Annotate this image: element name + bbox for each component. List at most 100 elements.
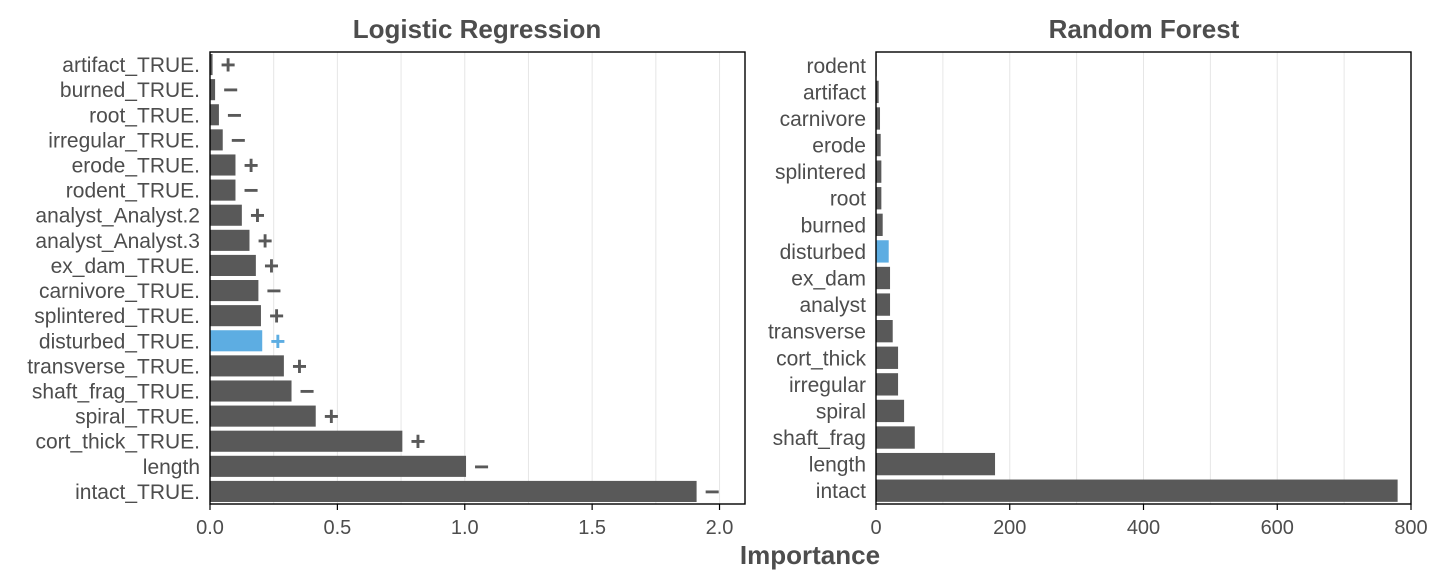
rf-x-tick-label: 800 (1394, 517, 1427, 539)
lr-bar (210, 280, 259, 302)
rf-x-tick-label: 600 (1261, 517, 1294, 539)
lr-category-label: splintered_TRUE. (34, 305, 200, 328)
lr-category-label: length (143, 456, 200, 479)
rf-x-tick-label: 200 (993, 517, 1026, 539)
lr-sign-label: − (223, 75, 238, 105)
rf-bar (876, 399, 905, 423)
lr-x-tick-label: 0.5 (323, 517, 351, 539)
lr-category-label: burned_TRUE. (60, 79, 200, 102)
rf-bar (876, 160, 882, 183)
rf-bar (876, 240, 889, 263)
lr-bar (210, 405, 316, 427)
lr-bar (210, 79, 216, 101)
lr-sign-label: + (250, 200, 265, 230)
rf-bar (876, 187, 882, 210)
rf-category-label: irregular (789, 374, 866, 397)
lr-bar (210, 54, 213, 76)
lr-category-label: carnivore_TRUE. (39, 280, 200, 303)
lr-bar (210, 204, 242, 226)
rf-x-tick-label: 400 (1127, 517, 1160, 539)
rf-category-label: erode (812, 135, 866, 158)
lr-category-label: analyst_Analyst.3 (35, 230, 200, 253)
lr-bar (210, 104, 219, 126)
lr-sign-label: + (269, 301, 284, 331)
lr-bar (210, 330, 263, 352)
rf-category-label: length (809, 454, 866, 477)
lr-sign-label: − (227, 100, 242, 130)
lr-x-tick-label: 0.0 (196, 517, 224, 539)
rf-category-label: ex_dam (791, 268, 866, 291)
lr-category-label: irregular_TRUE. (48, 129, 200, 152)
lr-sign-label: − (474, 451, 489, 481)
lr-category-label: spiral_TRUE. (75, 406, 200, 429)
rf-bar (876, 80, 879, 104)
lr-bar (210, 355, 284, 377)
rf-category-label: analyst (799, 294, 866, 317)
lr-category-label: transverse_TRUE. (27, 355, 200, 378)
lr-bar (210, 430, 403, 452)
rf-category-label: disturbed (780, 241, 866, 264)
logistic-regression-panel: Logistic Regression artifact_TRUE. + burne… (27, 14, 746, 539)
lr-x-tick-label: 1.0 (451, 517, 479, 539)
lr-sign-label: + (410, 426, 425, 456)
lr-category-label: disturbed_TRUE. (39, 330, 200, 353)
lr-sign-label: + (243, 150, 258, 180)
rf-bar (876, 426, 915, 449)
rf-category-label: rodent (806, 55, 866, 78)
lr-x-tick-label: 2.0 (706, 517, 734, 539)
rf-category-label: artifact (803, 81, 866, 104)
lr-category-label: intact_TRUE. (75, 481, 200, 504)
rf-bar (876, 293, 891, 316)
lr-bar (210, 254, 256, 276)
rf-category-label: root (830, 188, 866, 211)
lr-bar (210, 305, 261, 327)
lr-category-label: erode_TRUE. (72, 155, 200, 178)
rf-category-label: splintered (775, 161, 866, 184)
rf-bar (876, 452, 996, 476)
rf-x-tick-label: 0 (870, 517, 881, 539)
lr-sign-label: + (264, 250, 279, 280)
lr-bar (210, 455, 467, 477)
lr-category-label: shaft_frag_TRUE. (32, 381, 200, 404)
lr-sign-label: − (231, 125, 246, 155)
rf-bar (876, 373, 899, 396)
lr-sign-label: − (705, 476, 720, 506)
lr-bar (210, 480, 697, 502)
lr-category-label: root_TRUE. (89, 104, 200, 127)
x-axis-label: Importance (740, 540, 880, 570)
lr-x-tick-label: 1.5 (578, 517, 606, 539)
lr-bar (210, 154, 236, 176)
lr-sign-label: + (270, 326, 285, 356)
rf-category-label: transverse (768, 321, 866, 344)
lr-sign-label: + (257, 225, 272, 255)
rf-panel-title: Random Forest (1049, 14, 1240, 44)
lr-plot-frame (209, 51, 746, 505)
rf-category-label: burned (801, 214, 866, 237)
lr-sign-label: − (266, 276, 281, 306)
rf-bar (876, 346, 899, 369)
rf-category-label: carnivore (780, 108, 866, 131)
lr-category-label: artifact_TRUE. (62, 54, 200, 77)
lr-sign-label: + (324, 401, 339, 431)
rf-category-label: intact (816, 480, 866, 503)
rf-category-label: spiral (816, 400, 866, 423)
rf-bar (876, 266, 891, 290)
lr-category-label: rodent_TRUE. (66, 180, 200, 203)
lr-bar (210, 380, 292, 402)
lr-bar (210, 179, 236, 201)
lr-category-label: ex_dam_TRUE. (51, 255, 200, 278)
rf-bar (876, 133, 881, 157)
rf-category-label: shaft_frag (773, 427, 866, 450)
rf-category-label: cort_thick (776, 347, 866, 370)
lr-category-label: analyst_Analyst.2 (35, 205, 200, 228)
lr-bar (210, 229, 250, 251)
lr-bar (210, 129, 223, 151)
lr-sign-label: + (292, 351, 307, 381)
rf-bar (876, 320, 893, 343)
random-forest-panel: Random Forest rodent artifact carnivore ero… (768, 14, 1428, 539)
lr-sign-label: + (221, 50, 236, 80)
rf-bar (876, 107, 881, 130)
rf-bar (876, 213, 883, 236)
rf-bar (876, 479, 1398, 502)
